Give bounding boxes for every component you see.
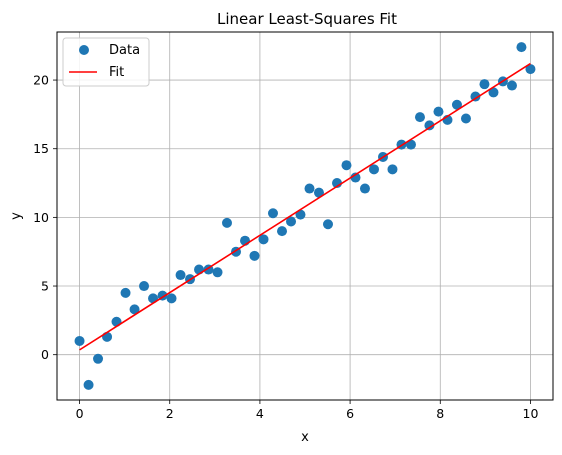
data-point [516,42,527,53]
legend-label-fit: Fit [109,65,124,80]
legend: Data Fit [62,37,150,87]
data-point [350,172,361,183]
fit-line [79,62,531,351]
data-point [74,335,85,346]
data-point [387,164,398,175]
data-point [414,112,425,123]
data-point [129,304,140,315]
data-point [286,216,297,227]
y-tick-label: 20 [33,73,49,88]
x-tick-label: 0 [76,406,84,421]
data-point [111,316,122,327]
x-tick-label: 8 [436,406,444,421]
data-point [313,187,324,198]
data-point [368,164,379,175]
x-tick-label: 2 [166,406,174,421]
plot-data [74,42,536,390]
x-tick-label: 6 [346,406,354,421]
data-point [120,287,131,298]
data-point [194,264,205,275]
y-tick-label: 15 [33,141,49,156]
data-point [277,226,288,237]
y-tick-label: 5 [41,279,49,294]
legend-label-data: Data [109,43,140,58]
data-point [249,250,260,261]
data-point [470,91,481,102]
axes-frame [56,31,554,401]
data-point [451,99,462,110]
x-axis-label: x [301,430,309,445]
legend-marker-data [79,45,89,55]
data-point [359,183,370,194]
data-point [166,293,177,304]
data-point [93,353,104,364]
data-point [341,160,352,171]
x-tick-label: 4 [256,406,264,421]
y-tick-label: 10 [33,210,49,225]
data-point [405,139,416,150]
y-tick-label: 0 [41,347,49,362]
data-point [304,183,315,194]
data-point [258,234,269,245]
data-point [322,219,333,230]
chart-title: Linear Least-Squares Fit [217,10,397,28]
y-axis: 0 5 10 15 20 [33,73,57,362]
data-point [488,87,499,98]
data-point [83,379,94,390]
y-axis-label: y [9,212,24,220]
data-point [424,120,435,131]
data-point [460,113,471,124]
data-point [479,79,490,90]
data-point [212,267,223,278]
data-point [221,217,232,228]
data-point [525,64,536,75]
x-tick-label: 10 [523,406,539,421]
data-point [139,281,150,292]
x-axis: 0 2 4 6 8 10 [76,400,539,421]
data-point [267,208,278,219]
data-point [175,270,186,281]
data-point [433,106,444,117]
data-point [506,80,517,91]
